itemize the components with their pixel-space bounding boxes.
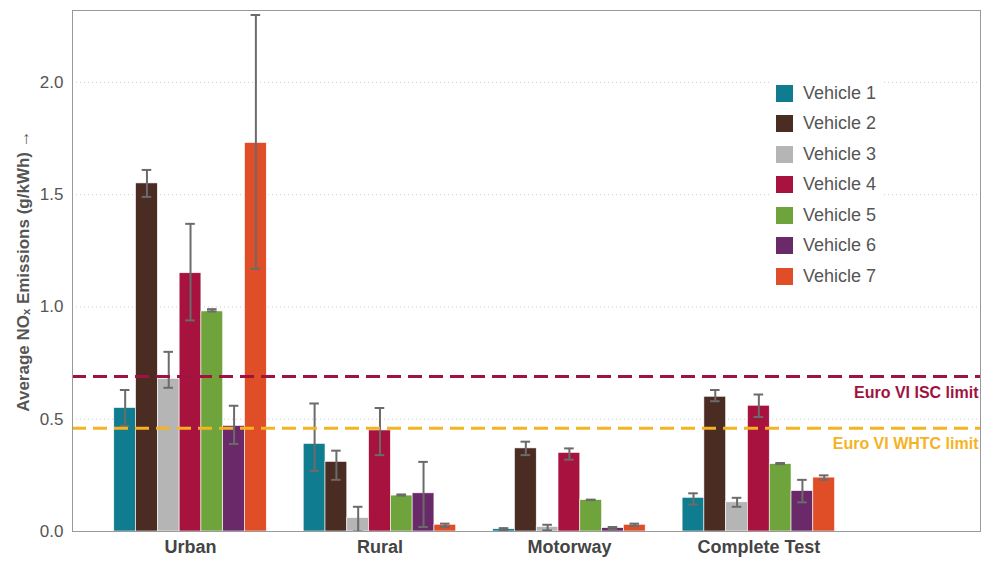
svg-text:0.0: 0.0 bbox=[40, 522, 64, 541]
html-text:Vehicle 4: Vehicle 4 bbox=[803, 174, 877, 195]
html-text:Vehicle 6: Vehicle 6 bbox=[803, 235, 877, 256]
svg-text:Average NOₓ Emissions (g/kWh): Average NOₓ Emissions (g/kWh) → bbox=[14, 130, 33, 411]
svg-text:Complete Test: Complete Test bbox=[698, 537, 821, 557]
svg-text:1.5: 1.5 bbox=[40, 185, 64, 204]
svg-text:0.5: 0.5 bbox=[40, 410, 64, 429]
html-text:Vehicle 7: Vehicle 7 bbox=[803, 265, 877, 286]
html-text:Vehicle 1: Vehicle 1 bbox=[803, 82, 877, 103]
html-text:Vehicle 3: Vehicle 3 bbox=[803, 143, 877, 164]
svg-text:1.0: 1.0 bbox=[40, 297, 64, 316]
svg-text:Euro VI WHTC limit: Euro VI WHTC limit bbox=[833, 435, 979, 452]
svg-text:Motorway: Motorway bbox=[527, 537, 611, 557]
svg-text:Euro VI ISC limit: Euro VI ISC limit bbox=[854, 384, 979, 401]
svg-text:Rural: Rural bbox=[357, 537, 403, 557]
html-text:Vehicle 5: Vehicle 5 bbox=[803, 204, 877, 225]
html-text:Vehicle 2: Vehicle 2 bbox=[803, 113, 877, 134]
svg-text:2.0: 2.0 bbox=[40, 73, 64, 92]
svg-text:Urban: Urban bbox=[165, 537, 217, 557]
